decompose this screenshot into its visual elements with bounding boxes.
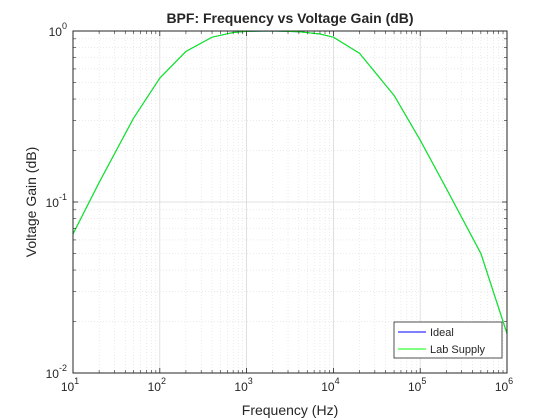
x-tick-label: 102	[148, 376, 166, 394]
legend-box	[393, 321, 503, 359]
x-tick-label: 101	[61, 376, 79, 394]
legend: Ideal Lab Supply	[393, 321, 503, 359]
y-tick-label: 10-1	[46, 192, 67, 210]
x-tick-labels: 101 102 103 104 105 106	[61, 376, 513, 394]
y-axis-label: Voltage Gain (dB)	[23, 147, 39, 258]
x-tick-label: 103	[234, 376, 252, 394]
tick-marks	[72, 30, 508, 374]
y-tick-label: 100	[49, 21, 67, 39]
chart-title: BPF: Frequency vs Voltage Gain (dB)	[166, 10, 413, 26]
x-tick-label: 104	[321, 376, 339, 394]
x-tick-label: 105	[408, 376, 426, 394]
legend-label-ideal: Ideal	[430, 327, 454, 339]
x-tick-label: 106	[495, 376, 513, 394]
y-tick-labels: 10-2 10-1 100	[46, 21, 67, 381]
legend-label-lab-supply: Lab Supply	[430, 344, 486, 356]
y-tick-label: 10-2	[46, 363, 67, 381]
x-axis-label: Frequency (Hz)	[242, 402, 338, 418]
